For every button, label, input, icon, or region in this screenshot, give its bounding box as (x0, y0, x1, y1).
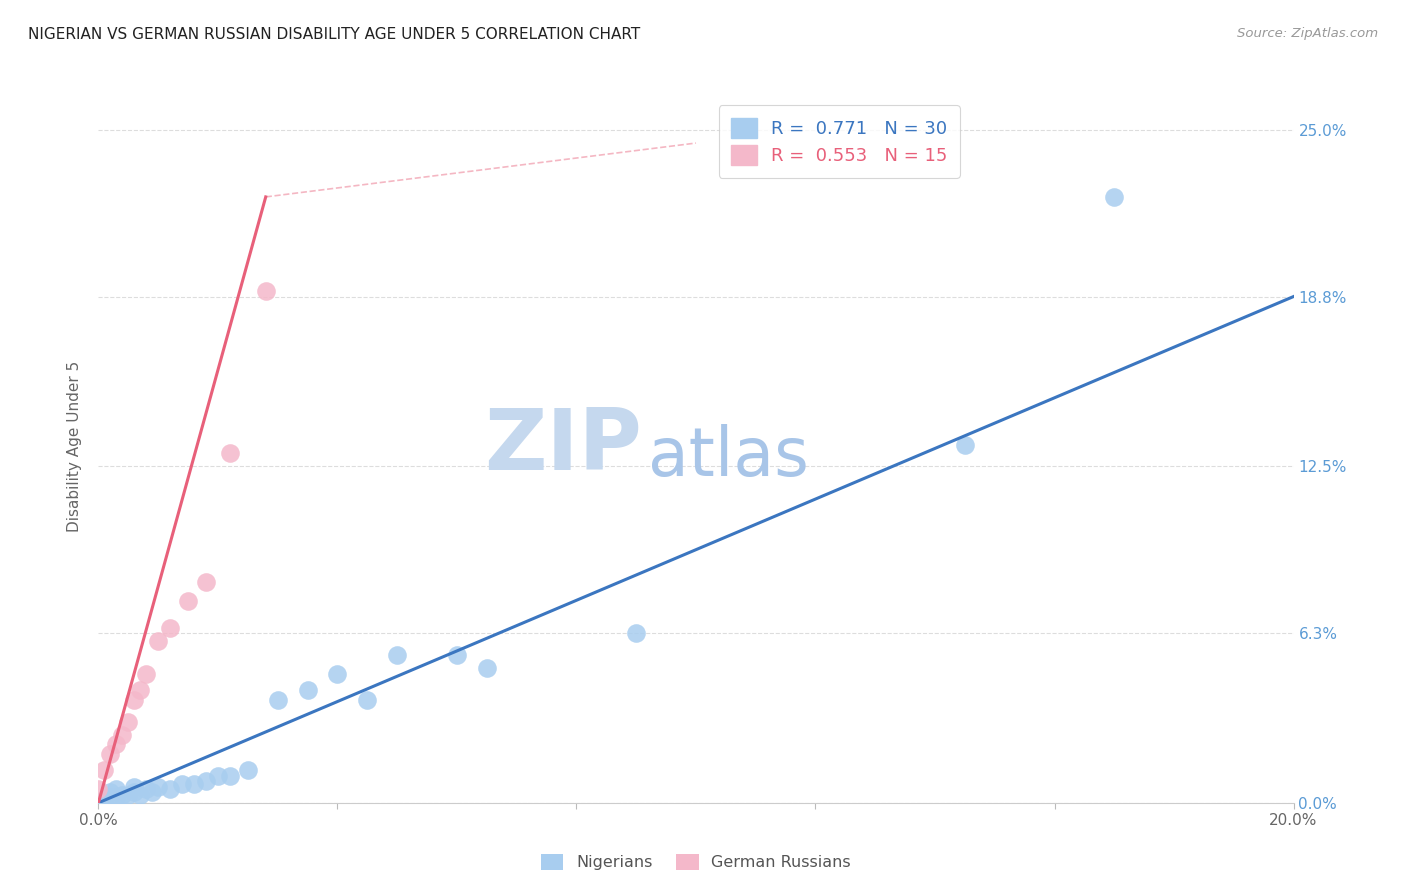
Point (183, 777, 205, 791)
Point (254, 284, 277, 298)
Point (953, 437, 976, 451)
Point (105, 737, 128, 751)
Point (148, 634, 170, 648)
Point (135, 666, 157, 681)
Point (93, 793, 115, 807)
Point (129, 788, 152, 802)
Point (111, 788, 134, 802)
Point (195, 574, 218, 589)
Point (93, 764, 115, 778)
Point (219, 769, 242, 783)
Point (124, 785, 146, 799)
Point (111, 729, 134, 743)
Point (141, 785, 163, 799)
Point (124, 780, 146, 794)
Point (105, 782, 128, 797)
Point (297, 682, 319, 697)
Text: atlas: atlas (648, 424, 808, 490)
Text: Source: ZipAtlas.com: Source: ZipAtlas.com (1237, 27, 1378, 40)
Point (172, 777, 194, 791)
Legend: Nigerians, German Russians: Nigerians, German Russians (534, 847, 858, 877)
Point (356, 693, 378, 707)
Point (385, 648, 409, 662)
Point (159, 621, 181, 635)
Point (117, 714, 139, 729)
Point (195, 774, 218, 789)
Point (87, 782, 110, 797)
Point (148, 780, 170, 794)
Point (129, 682, 152, 697)
Point (267, 693, 290, 707)
Text: NIGERIAN VS GERMAN RUSSIAN DISABILITY AGE UNDER 5 CORRELATION CHART: NIGERIAN VS GERMAN RUSSIAN DISABILITY AG… (28, 27, 640, 42)
Point (475, 661, 498, 675)
Point (236, 764, 259, 778)
Point (124, 693, 146, 707)
Point (446, 648, 468, 662)
Point (626, 626, 648, 640)
Text: ZIP: ZIP (485, 404, 643, 488)
Point (219, 446, 242, 460)
Point (105, 790, 128, 805)
Point (159, 782, 181, 797)
Point (100, 785, 122, 799)
Y-axis label: Disability Age Under 5: Disability Age Under 5 (67, 360, 83, 532)
Point (117, 788, 139, 802)
Point (135, 782, 157, 797)
Point (100, 747, 122, 762)
Point (1104, 190, 1126, 204)
Point (100, 790, 122, 805)
Point (177, 594, 200, 608)
Point (326, 666, 349, 681)
Point (207, 769, 229, 783)
